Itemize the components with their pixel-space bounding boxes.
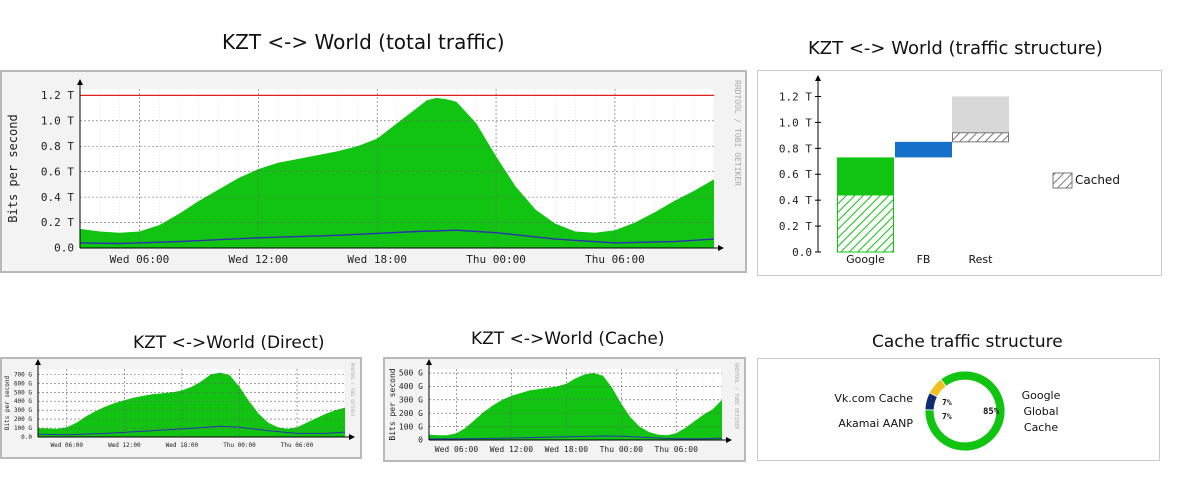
y-tick-label: 500 G — [14, 389, 32, 396]
y-tick-label: 0.2 T — [41, 216, 74, 229]
y-tick-label: 600 G — [14, 380, 32, 387]
pct-label: 7% — [942, 398, 952, 407]
y-tick-label: 300 G — [14, 407, 32, 414]
traffic-area — [38, 372, 345, 437]
donut-hole — [935, 381, 995, 441]
bar-cached-google — [837, 194, 894, 253]
x-tick-label: Thu 06:00 — [585, 253, 645, 266]
x-tick-label: Wed 12:00 — [490, 445, 534, 454]
y-tick-label: 0.8 T — [779, 142, 812, 155]
x-tick-label: Thu 00:00 — [223, 442, 256, 449]
y-axis-label: Bits per second — [4, 376, 11, 431]
y-tick-label: 0.0 — [54, 242, 74, 255]
cache-chart-title: KZT <->World (Cache) — [471, 329, 665, 349]
y-axis-arrow — [35, 359, 41, 365]
x-tick-label: Wed 06:00 — [435, 445, 479, 454]
x-axis-arrow — [726, 437, 732, 443]
traffic-structure-panel: 0.0 0.2 T 0.4 T 0.6 T 0.8 T 1.0 T 1.2 T Google F… — [757, 70, 1162, 276]
category-label: Rest — [969, 253, 994, 266]
pct-label: 85% — [983, 407, 1000, 417]
y-tick-label: 500 G — [399, 369, 423, 378]
y-tick-label: 0 — [418, 436, 423, 445]
y-axis-arrow — [426, 359, 432, 365]
y-tick-label: 400 G — [14, 398, 32, 405]
bar-cached-rest — [952, 132, 1009, 143]
y-tick-label: 0.0 — [21, 434, 32, 441]
x-tick-label: Wed 12:00 — [229, 253, 289, 266]
x-tick-label: Thu 00:00 — [466, 253, 526, 266]
traffic-area — [80, 97, 714, 249]
legend-cached-swatch — [1052, 172, 1073, 189]
y-tick-label: 700 G — [14, 371, 32, 378]
y-axis-label: Bits per second — [6, 114, 20, 222]
y-tick-label: 200 G — [399, 409, 423, 418]
x-axis-arrow — [349, 434, 355, 440]
total-traffic-panel: 0.0 0.2 T 0.4 T 0.6 T 0.8 T 1.0 T 1.2 T Wed 06:… — [0, 70, 747, 273]
y-tick-label: 0.8 T — [41, 140, 74, 153]
x-tick-label: Wed 18:00 — [166, 442, 199, 449]
structure-chart-title: KZT <-> World (traffic structure) — [808, 38, 1103, 59]
cache-traffic-chart: 0 100 G 200 G 300 G 400 G 500 G Wed 06:00 Wed 1… — [388, 359, 739, 454]
y-tick-label: 0.6 T — [41, 165, 74, 178]
x-tick-label: Wed 06:00 — [51, 442, 84, 449]
cache-structure-panel: 7% 7% 85% Vk.com Cache Akamai AANP Google Glob… — [757, 358, 1160, 461]
x-tick-label: Wed 18:00 — [545, 445, 589, 454]
label-vk-cache: Vk.com Cache — [834, 392, 913, 405]
category-label: Google — [846, 253, 885, 266]
y-tick-label: 300 G — [399, 395, 423, 404]
x-tick-label: Thu 06:00 — [281, 442, 314, 449]
direct-traffic-panel: 0.0 100 G 200 G 300 G 400 G 500 G 600 G 700 G We… — [0, 357, 362, 459]
y-tick-label: 0.4 T — [41, 191, 74, 204]
y-tick-label: 1.0 T — [779, 116, 812, 129]
y-tick-label: 200 G — [14, 416, 32, 423]
y-tick-label: 100 G — [399, 422, 423, 431]
category-label: FB — [917, 253, 931, 266]
label-google-cache: Global — [1023, 405, 1058, 418]
secondary-line — [429, 435, 723, 440]
label-google-cache: Cache — [1024, 421, 1058, 434]
y-tick-label: 1.0 T — [41, 114, 74, 127]
y-tick-label: 0.4 T — [779, 194, 812, 207]
bar-fb — [895, 141, 952, 158]
y-tick-label: 1.2 T — [41, 89, 74, 102]
x-tick-label: Thu 06:00 — [655, 445, 699, 454]
traffic-area — [429, 373, 722, 440]
y-tick-label: 0.6 T — [779, 168, 812, 181]
y-tick-label: 1.2 T — [779, 90, 812, 103]
y-tick-label: 0.2 T — [779, 220, 812, 233]
pct-label: 7% — [942, 412, 952, 421]
direct-traffic-chart: 0.0 100 G 200 G 300 G 400 G 500 G 600 G 700 G We… — [4, 359, 355, 449]
x-tick-label: Wed 18:00 — [347, 253, 407, 266]
cache-structure-title: Cache traffic structure — [872, 332, 1063, 352]
y-tick-label: 0.0 — [792, 246, 812, 259]
x-tick-label: Wed 06:00 — [110, 253, 170, 266]
y-tick-label: 400 G — [399, 382, 423, 391]
x-tick-label: Thu 00:00 — [600, 445, 644, 454]
secondary-line — [37, 425, 346, 436]
secondary-line — [79, 229, 715, 245]
y-tick-label: 100 G — [14, 425, 32, 432]
rrdtool-watermark: RRDTOOL / TOBI OETIKER — [733, 80, 742, 186]
label-akamai: Akamai AANP — [838, 417, 913, 430]
traffic-structure-chart: 0.0 0.2 T 0.4 T 0.6 T 0.8 T 1.0 T 1.2 T Google F… — [779, 75, 1120, 266]
rrdtool-watermark: RRDTOOL / TOBI OETIKER — [350, 363, 355, 417]
legend-cached-label: Cached — [1075, 173, 1120, 187]
y-axis-arrow — [815, 75, 821, 81]
x-tick-label: Wed 12:00 — [108, 442, 141, 449]
y-axis-arrow — [77, 79, 83, 85]
cache-traffic-panel: 0 100 G 200 G 300 G 400 G 500 G Wed 06:00 Wed 1… — [383, 357, 746, 462]
total-traffic-chart: 0.0 0.2 T 0.4 T 0.6 T 0.8 T 1.0 T 1.2 T Wed 06:… — [6, 79, 742, 266]
x-axis-arrow — [718, 245, 724, 251]
label-google-cache: Google — [1022, 389, 1061, 402]
donut-slice — [924, 370, 1006, 452]
total-chart-title: KZT <-> World (total traffic) — [222, 30, 505, 54]
rrdtool-watermark: RRDTOOL / TOBI OETIKER — [733, 363, 739, 430]
direct-chart-title: KZT <->World (Direct) — [133, 333, 325, 353]
y-axis-label: Bits per second — [388, 368, 397, 440]
cache-structure-chart: 7% 7% 85% Vk.com Cache Akamai AANP Google Glob… — [834, 370, 1061, 452]
